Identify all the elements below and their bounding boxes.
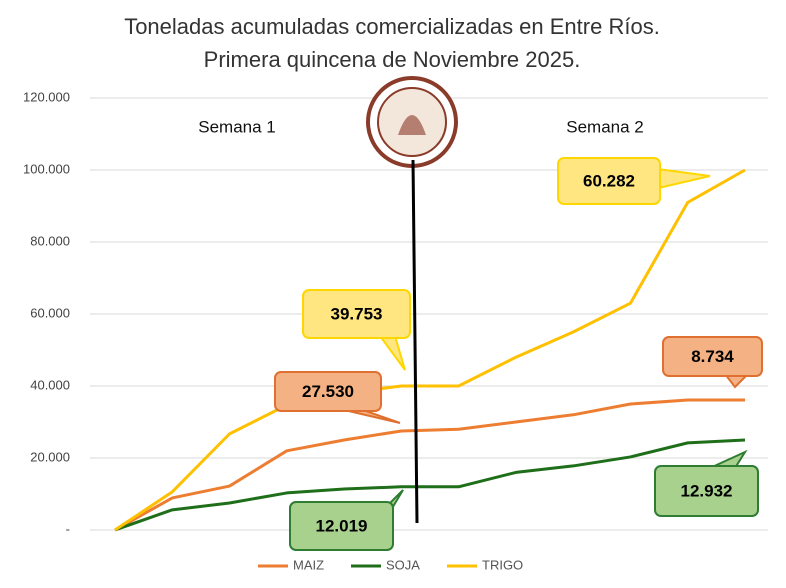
line-series (114, 398, 745, 532)
y-tick-label: 20.000 (30, 449, 70, 464)
chart-title: Toneladas acumuladas comercializadas en … (124, 14, 660, 39)
line-series (114, 168, 746, 532)
week-label: Semana 2 (566, 117, 644, 136)
legend-label: MAIZ (293, 557, 324, 572)
callout-text: 27.530 (302, 382, 354, 401)
callout-box (289, 501, 394, 551)
logo (366, 76, 458, 168)
y-tick-label: 100.000 (23, 161, 70, 176)
callout-text: 8.734 (691, 347, 734, 366)
legend-label: SOJA (386, 557, 420, 572)
callout-text: 39.753 (331, 304, 383, 323)
callout-text: 12.019 (316, 516, 368, 535)
callout: 8.734 (662, 336, 763, 389)
callout-box (274, 371, 382, 412)
y-tick-label: 60.000 (30, 305, 70, 320)
chart-subtitle: Primera quincena de Noviembre 2025. (204, 47, 581, 72)
callout-box (302, 289, 411, 339)
callout: 12.019 (289, 489, 404, 551)
callout-box (662, 336, 763, 377)
y-tick-label: 40.000 (30, 377, 70, 392)
callout: 27.530 (274, 371, 401, 424)
callout-tail (378, 335, 406, 371)
y-tick-label: 80.000 (30, 233, 70, 248)
legend-label: TRIGO (482, 557, 523, 572)
callout: 39.753 (302, 289, 411, 371)
week-label: Semana 1 (198, 117, 276, 136)
line-series (114, 438, 746, 532)
callout-box (557, 157, 661, 205)
divider-line (411, 159, 419, 524)
callout: 60.282 (557, 157, 711, 205)
callout: 12.932 (654, 449, 759, 517)
y-tick-label: 120.000 (23, 89, 70, 104)
y-tick-label: - (66, 521, 70, 536)
callout-text: 60.282 (583, 171, 635, 190)
callout-text: 12.932 (681, 481, 733, 500)
callout-box (654, 465, 759, 517)
